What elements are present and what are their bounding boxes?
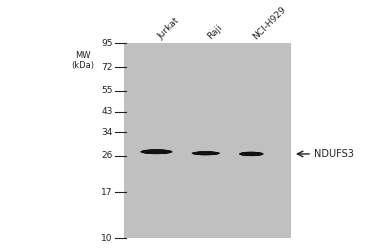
Ellipse shape	[142, 150, 171, 154]
Ellipse shape	[141, 150, 172, 154]
Text: MW
(kDa): MW (kDa)	[71, 51, 94, 70]
Ellipse shape	[240, 152, 262, 156]
Ellipse shape	[140, 149, 172, 154]
Text: NCI-H929: NCI-H929	[251, 4, 288, 41]
Text: 43: 43	[101, 108, 113, 116]
Ellipse shape	[141, 150, 172, 154]
Ellipse shape	[239, 152, 263, 156]
Ellipse shape	[141, 150, 172, 154]
Ellipse shape	[240, 152, 263, 156]
Ellipse shape	[240, 152, 263, 156]
Ellipse shape	[241, 152, 262, 156]
Ellipse shape	[241, 152, 262, 156]
Ellipse shape	[193, 152, 219, 155]
Text: 10: 10	[101, 234, 113, 243]
Ellipse shape	[194, 152, 218, 155]
Ellipse shape	[192, 152, 219, 155]
Text: 26: 26	[101, 151, 113, 160]
Text: 72: 72	[101, 63, 113, 72]
Ellipse shape	[194, 152, 217, 155]
Ellipse shape	[242, 152, 261, 156]
Text: 95: 95	[101, 39, 113, 48]
Bar	[124, 43, 291, 238]
Ellipse shape	[192, 151, 220, 155]
Ellipse shape	[144, 150, 169, 154]
Ellipse shape	[142, 150, 171, 154]
Ellipse shape	[195, 152, 217, 155]
Ellipse shape	[241, 152, 261, 156]
Ellipse shape	[142, 150, 171, 154]
Ellipse shape	[192, 151, 220, 155]
Ellipse shape	[192, 152, 219, 155]
Text: 55: 55	[101, 86, 113, 95]
Text: Jurkat: Jurkat	[156, 16, 181, 41]
Ellipse shape	[143, 150, 170, 154]
Ellipse shape	[143, 150, 170, 154]
Ellipse shape	[239, 152, 263, 156]
Ellipse shape	[144, 150, 169, 154]
Text: Raji: Raji	[206, 23, 224, 41]
Ellipse shape	[193, 152, 218, 155]
Text: 17: 17	[101, 188, 113, 197]
Text: 34: 34	[101, 128, 113, 137]
Ellipse shape	[194, 152, 218, 155]
Ellipse shape	[241, 152, 261, 156]
Ellipse shape	[239, 152, 264, 156]
Ellipse shape	[193, 152, 218, 155]
Text: NDUFS3: NDUFS3	[314, 149, 354, 159]
